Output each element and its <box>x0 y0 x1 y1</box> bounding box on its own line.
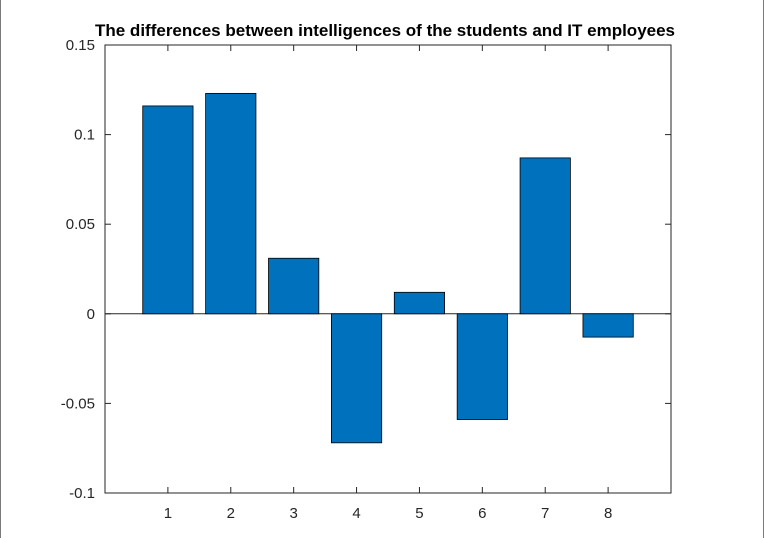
x-tick-label: 8 <box>604 505 612 522</box>
y-tick-label: -0.1 <box>69 485 95 502</box>
x-tick-label: 4 <box>352 505 360 522</box>
plot-box <box>104 44 672 494</box>
x-tick-label: 3 <box>289 505 297 522</box>
x-tick-label: 5 <box>415 505 423 522</box>
x-tick-label: 7 <box>541 505 549 522</box>
axes <box>104 44 672 494</box>
bar-6 <box>456 313 508 420</box>
bar-4 <box>330 313 383 444</box>
bar-2 <box>205 92 257 315</box>
x-tick-label: 1 <box>164 505 172 522</box>
chart-title: The differences between intelligences of… <box>95 21 675 40</box>
bar-5 <box>393 291 445 315</box>
bar-3 <box>268 257 320 315</box>
y-tick-label: 0 <box>87 306 95 323</box>
bars <box>142 92 634 444</box>
bar-1 <box>142 105 194 315</box>
y-tick-label: 0.1 <box>74 127 95 144</box>
y-tick-label: -0.05 <box>61 395 95 412</box>
x-tick-label: 6 <box>478 505 486 522</box>
bar-7 <box>519 157 571 315</box>
y-tick-label: 0.05 <box>66 216 95 233</box>
x-tick-label: 2 <box>227 505 235 522</box>
tick-labels: -0.1 -0.05 0 0.05 0.1 0.15 1 2 3 4 5 6 7 8 <box>61 37 612 522</box>
y-tick-label: 0.15 <box>66 37 95 54</box>
bar-8 <box>582 313 634 338</box>
